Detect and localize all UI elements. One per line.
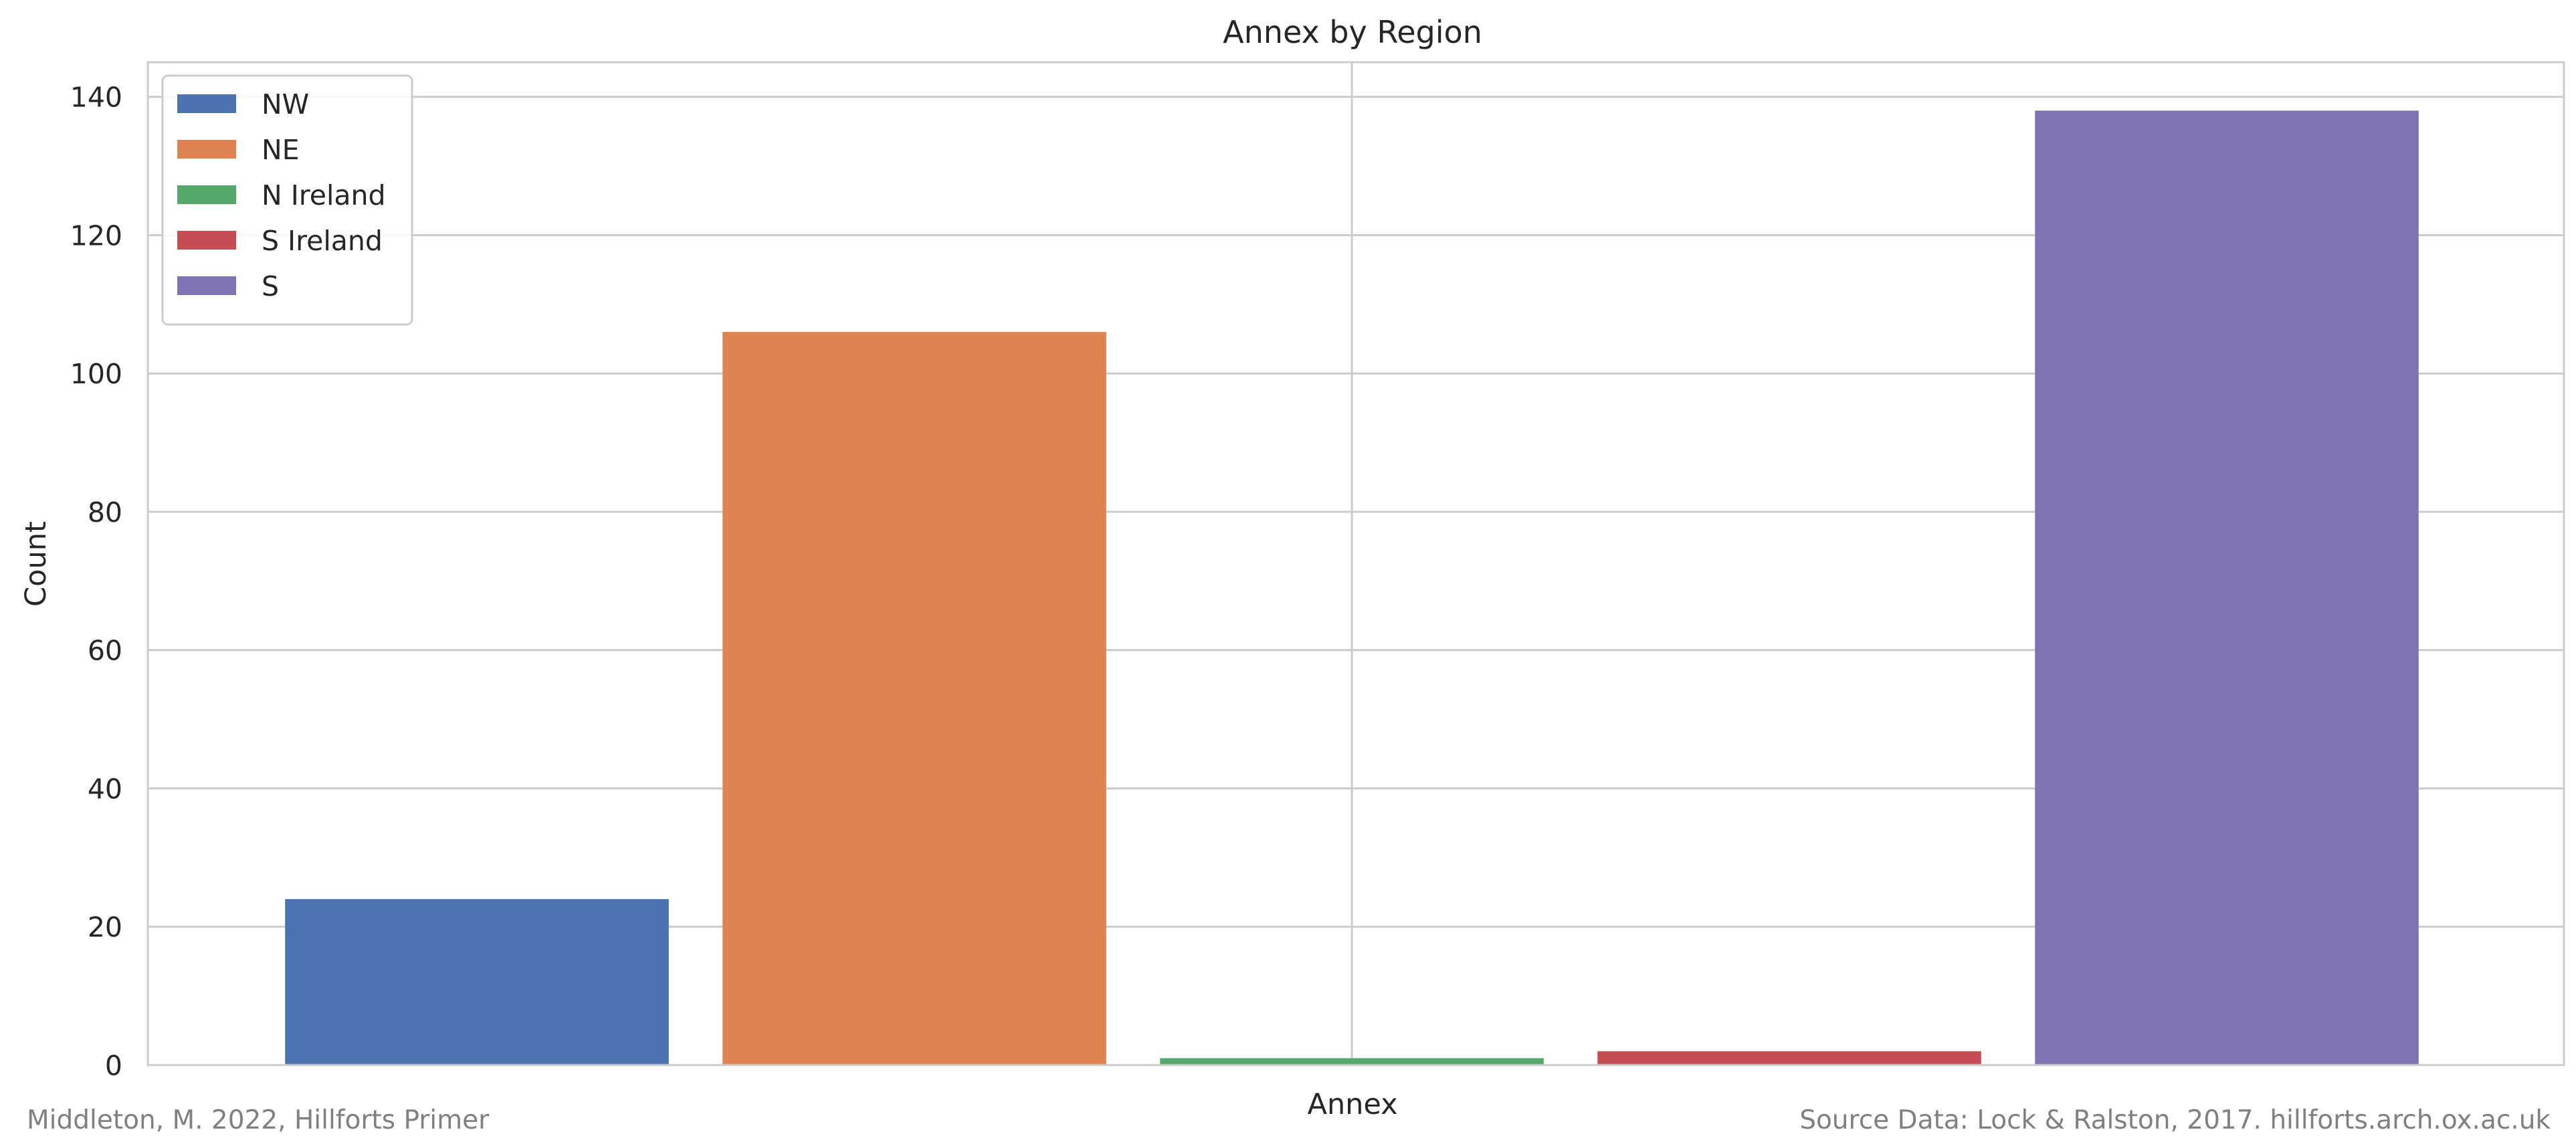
ticks-layer: 0 20 40 60 80 100 120 140 bbox=[70, 82, 122, 1082]
legend-label: NW bbox=[262, 88, 309, 120]
footer-credit: Middleton, M. 2022, Hillforts Primer bbox=[27, 1105, 490, 1135]
y-tick-label: 0 bbox=[105, 1050, 122, 1082]
legend: NW NE N Ireland S Ireland S bbox=[161, 74, 413, 326]
bars-layer bbox=[285, 110, 2419, 1066]
y-tick-label: 80 bbox=[88, 496, 122, 529]
legend-swatch bbox=[177, 94, 236, 113]
x-axis-label: Annex bbox=[1307, 1088, 1397, 1121]
plot-frame bbox=[146, 61, 2565, 1066]
legend-swatch bbox=[177, 185, 236, 204]
legend-label: N Ireland bbox=[262, 179, 386, 211]
chart-title: Annex by Region bbox=[1223, 14, 1482, 50]
y-tick-label: 60 bbox=[88, 635, 122, 667]
y-tick-label: 20 bbox=[88, 911, 122, 943]
legend-label: NE bbox=[262, 134, 300, 166]
bar-s bbox=[2035, 110, 2419, 1066]
legend-swatch bbox=[177, 231, 236, 250]
bar-n-ireland bbox=[1160, 1058, 1544, 1065]
legend-label: S bbox=[262, 270, 279, 302]
footer-source: Source Data: Lock & Ralston, 2017. hillf… bbox=[1799, 1105, 2551, 1135]
y-axis-label: Count bbox=[19, 521, 53, 607]
legend-box bbox=[161, 74, 413, 326]
legend-swatch bbox=[177, 276, 236, 295]
bar-ne bbox=[722, 332, 1106, 1065]
bar-s-ireland bbox=[1597, 1051, 1981, 1065]
legend-label: S Ireland bbox=[262, 225, 383, 257]
legend-swatch bbox=[177, 140, 236, 159]
y-tick-label: 120 bbox=[70, 219, 122, 252]
y-tick-label: 100 bbox=[70, 358, 122, 390]
y-tick-label: 140 bbox=[70, 82, 122, 114]
y-tick-label: 40 bbox=[88, 773, 122, 805]
bar-nw bbox=[285, 898, 669, 1065]
